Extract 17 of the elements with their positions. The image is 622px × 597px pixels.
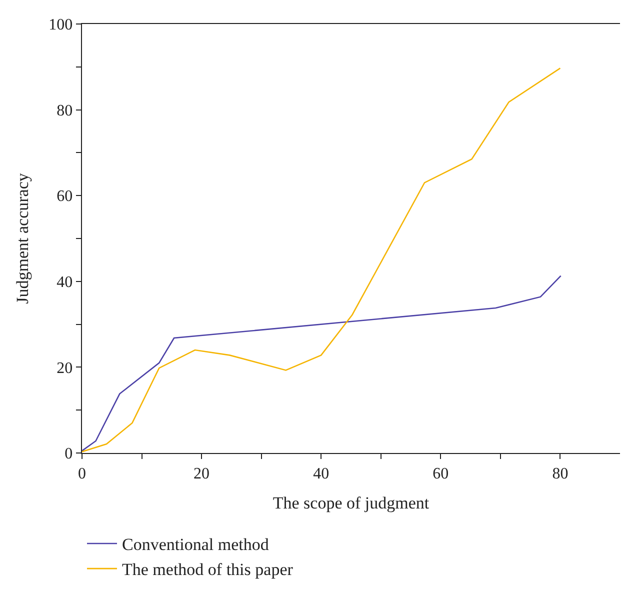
x-tick-label: 60 (432, 465, 449, 482)
x-tick-label: 20 (194, 465, 210, 482)
y-tick-label: 0 (64, 446, 73, 463)
legend-label: The method of this paper (122, 560, 294, 580)
y-axis-title: Judgment accuracy (13, 172, 32, 304)
line-series (82, 275, 562, 452)
legend-label: Conventional method (122, 535, 270, 554)
y-tick-label: 60 (56, 188, 73, 206)
x-tick-label: 80 (552, 465, 568, 482)
x-tick-label: 0 (78, 465, 86, 482)
y-tick-label: 20 (56, 360, 73, 377)
x-tick-label: 40 (313, 465, 330, 482)
y-tick-label: 40 (56, 274, 73, 291)
y-tick-label: 100 (48, 16, 73, 34)
x-axis-title: The scope of judgment (272, 494, 430, 513)
y-tick-label: 80 (56, 102, 73, 120)
line-series (82, 68, 561, 452)
